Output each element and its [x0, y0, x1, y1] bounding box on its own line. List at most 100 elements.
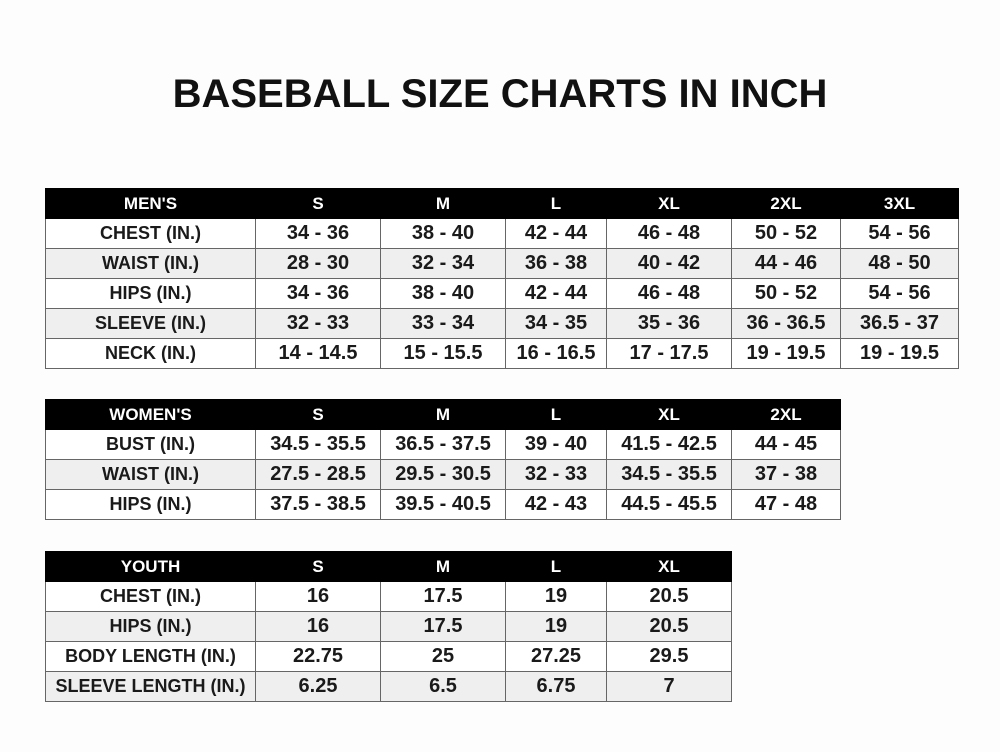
size-value: 36 - 38 [505, 248, 607, 279]
size-value: 42 - 44 [505, 278, 607, 309]
size-value: 19 - 19.5 [731, 338, 841, 369]
size-header: M [380, 551, 506, 582]
size-value: 19 [505, 581, 607, 612]
size-value: 27.25 [505, 641, 607, 672]
size-value: 39.5 - 40.5 [380, 489, 506, 520]
size-value: 16 - 16.5 [505, 338, 607, 369]
size-value: 7 [606, 671, 732, 702]
size-header: M [380, 188, 506, 219]
size-value: 6.5 [380, 671, 506, 702]
size-value: 22.75 [255, 641, 381, 672]
size-value: 50 - 52 [731, 218, 841, 249]
category-header: MEN'S [45, 188, 256, 219]
size-value: 20.5 [606, 611, 732, 642]
size-value: 16 [255, 611, 381, 642]
size-value: 6.25 [255, 671, 381, 702]
table-row: BODY LENGTH (IN.) 22.75 25 27.25 29.5 [45, 641, 732, 672]
size-header: XL [606, 399, 732, 430]
size-value: 37 - 38 [731, 459, 841, 490]
table-row: WAIST (IN.) 28 - 30 32 - 34 36 - 38 40 - 42 4… [45, 248, 959, 279]
size-value: 41.5 - 42.5 [606, 429, 732, 460]
size-value: 32 - 34 [380, 248, 506, 279]
size-header: 2XL [731, 399, 841, 430]
size-header: L [505, 551, 607, 582]
size-value: 47 - 48 [731, 489, 841, 520]
size-value: 34 - 36 [255, 278, 381, 309]
table-row: WAIST (IN.) 27.5 - 28.5 29.5 - 30.5 32 - 33… [45, 459, 841, 490]
measurement-label: BODY LENGTH (IN.) [45, 641, 256, 672]
size-value: 20.5 [606, 581, 732, 612]
measurement-label: CHEST (IN.) [45, 218, 256, 249]
table-row: SLEEVE LENGTH (IN.) 6.25 6.5 6.75 7 [45, 671, 732, 702]
size-value: 6.75 [505, 671, 607, 702]
size-value: 46 - 48 [606, 218, 732, 249]
measurement-label: CHEST (IN.) [45, 581, 256, 612]
measurement-label: NECK (IN.) [45, 338, 256, 369]
size-value: 36 - 36.5 [731, 308, 841, 339]
size-value: 34.5 - 35.5 [255, 429, 381, 460]
size-value: 38 - 40 [380, 278, 506, 309]
header-row: YOUTH S M L XL [45, 551, 732, 582]
size-value: 44.5 - 45.5 [606, 489, 732, 520]
size-value: 40 - 42 [606, 248, 732, 279]
measurement-label: HIPS (IN.) [45, 278, 256, 309]
size-value: 38 - 40 [380, 218, 506, 249]
size-value: 48 - 50 [840, 248, 959, 279]
size-value: 19 - 19.5 [840, 338, 959, 369]
size-value: 17 - 17.5 [606, 338, 732, 369]
measurement-label: BUST (IN.) [45, 429, 256, 460]
size-value: 42 - 44 [505, 218, 607, 249]
header-row: MEN'S S M L XL 2XL 3XL [45, 188, 959, 219]
size-value: 50 - 52 [731, 278, 841, 309]
measurement-label: HIPS (IN.) [45, 611, 256, 642]
size-value: 17.5 [380, 611, 506, 642]
page-title: BASEBALL SIZE CHARTS IN INCH [172, 72, 828, 116]
table-row: SLEEVE (IN.) 32 - 33 33 - 34 34 - 35 35 - 36… [45, 308, 959, 339]
size-value: 17.5 [380, 581, 506, 612]
size-value: 37.5 - 38.5 [255, 489, 381, 520]
size-value: 27.5 - 28.5 [255, 459, 381, 490]
youth-size-table: YOUTH S M L XL CHEST (IN.) 16 17.5 19 20.5 HIPS (I… [45, 551, 732, 702]
size-header: L [505, 399, 607, 430]
size-value: 32 - 33 [505, 459, 607, 490]
size-header: 2XL [731, 188, 841, 219]
table-row: CHEST (IN.) 34 - 36 38 - 40 42 - 44 46 - 48 5… [45, 218, 959, 249]
size-value: 34.5 - 35.5 [606, 459, 732, 490]
size-value: 29.5 - 30.5 [380, 459, 506, 490]
size-header: XL [606, 188, 732, 219]
size-header: S [255, 551, 381, 582]
size-value: 34 - 35 [505, 308, 607, 339]
header-row: WOMEN'S S M L XL 2XL [45, 399, 841, 430]
size-value: 33 - 34 [380, 308, 506, 339]
measurement-label: HIPS (IN.) [45, 489, 256, 520]
size-value: 25 [380, 641, 506, 672]
size-value: 29.5 [606, 641, 732, 672]
table-row: NECK (IN.) 14 - 14.5 15 - 15.5 16 - 16.5 17 … [45, 338, 959, 369]
mens-size-table: MEN'S S M L XL 2XL 3XL CHEST (IN.) 34 - 36 38 - 4… [45, 188, 959, 369]
size-value: 54 - 56 [840, 278, 959, 309]
size-header: XL [606, 551, 732, 582]
size-value: 16 [255, 581, 381, 612]
size-value: 39 - 40 [505, 429, 607, 460]
size-value: 46 - 48 [606, 278, 732, 309]
womens-size-table: WOMEN'S S M L XL 2XL BUST (IN.) 34.5 - 35.5 36.5… [45, 399, 841, 520]
measurement-label: WAIST (IN.) [45, 248, 256, 279]
size-value: 44 - 45 [731, 429, 841, 460]
size-header: 3XL [840, 188, 959, 219]
size-header: S [255, 399, 381, 430]
size-value: 35 - 36 [606, 308, 732, 339]
size-value: 54 - 56 [840, 218, 959, 249]
size-value: 36.5 - 37 [840, 308, 959, 339]
table-row: HIPS (IN.) 37.5 - 38.5 39.5 - 40.5 42 - 43 4… [45, 489, 841, 520]
size-header: L [505, 188, 607, 219]
category-header: WOMEN'S [45, 399, 256, 430]
table-row: HIPS (IN.) 16 17.5 19 20.5 [45, 611, 732, 642]
size-header: S [255, 188, 381, 219]
measurement-label: SLEEVE (IN.) [45, 308, 256, 339]
size-value: 34 - 36 [255, 218, 381, 249]
size-value: 19 [505, 611, 607, 642]
size-value: 14 - 14.5 [255, 338, 381, 369]
size-value: 42 - 43 [505, 489, 607, 520]
size-header: M [380, 399, 506, 430]
size-value: 36.5 - 37.5 [380, 429, 506, 460]
